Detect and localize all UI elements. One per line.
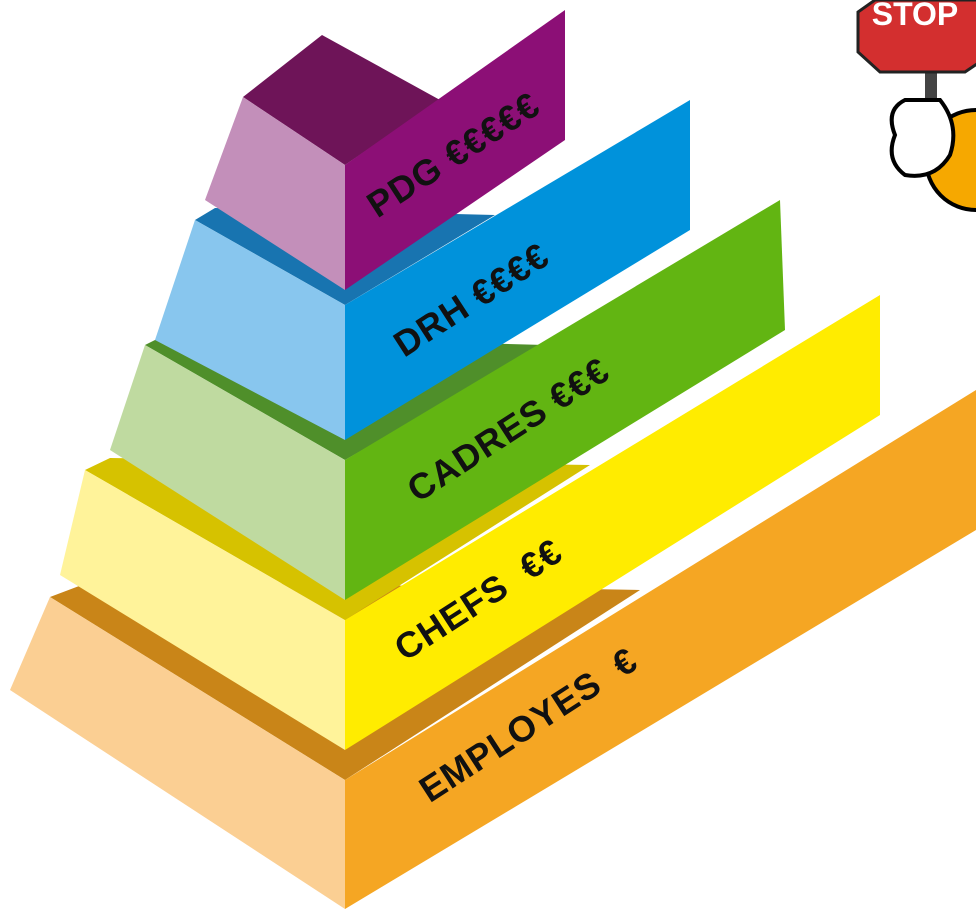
pyramid-diagram: PDG €€€€€ DRH €€€€ CADRES €€€ CHEFS €€ E… [0,0,976,909]
sign-text: STOP [872,0,959,32]
hand [892,100,954,176]
stop-sign: STOP [858,0,976,210]
